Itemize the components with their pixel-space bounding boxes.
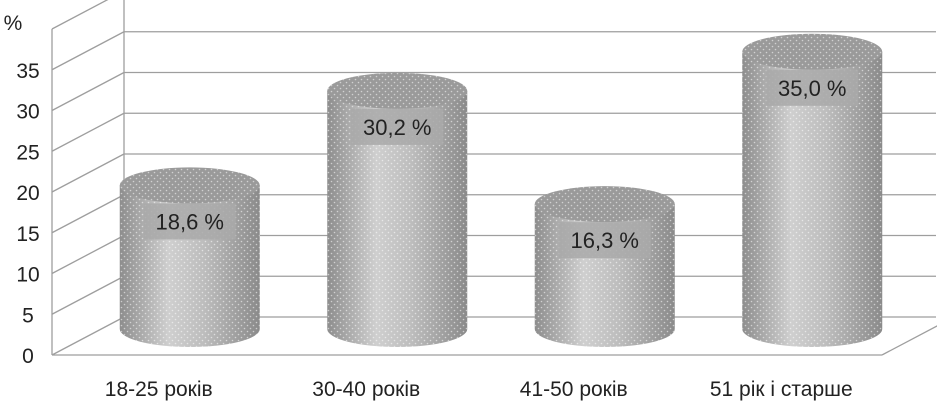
bar-top-texture bbox=[327, 72, 468, 109]
gridline-wall bbox=[51, 31, 125, 71]
y-tick-label: 30 bbox=[16, 101, 39, 124]
data-label: 35,0 % bbox=[778, 76, 847, 101]
data-label: 16,3 % bbox=[571, 228, 640, 253]
gridline-wall bbox=[51, 112, 125, 152]
y-tick-label: 15 bbox=[16, 223, 39, 246]
y-tick-label: 25 bbox=[16, 141, 39, 164]
gridline-wall bbox=[51, 194, 125, 234]
data-label-bg bbox=[558, 222, 651, 259]
y-tick-label: 35 bbox=[16, 60, 39, 83]
bar-body-texture bbox=[742, 51, 883, 347]
bar-2 bbox=[327, 72, 468, 348]
bar-3 bbox=[534, 186, 675, 347]
gridline-wall bbox=[51, 316, 125, 356]
bar-1 bbox=[119, 167, 260, 347]
y-tick-label: 5 bbox=[22, 304, 34, 327]
bar-top-texture bbox=[742, 33, 883, 70]
bar-top-texture bbox=[119, 167, 260, 204]
x-tick-label: 30-40 років bbox=[312, 378, 420, 401]
gridline-wall bbox=[51, 71, 125, 112]
bar-body-texture bbox=[327, 90, 468, 348]
floor-right-edge bbox=[881, 325, 937, 356]
bar-top-texture bbox=[534, 186, 675, 223]
gridline-wall bbox=[51, 234, 125, 275]
data-label-bg bbox=[766, 69, 859, 106]
data-label-bg bbox=[351, 108, 444, 145]
gridline-wall bbox=[51, 275, 125, 315]
bar-4 bbox=[742, 33, 883, 347]
x-tick-label: 41-50 років bbox=[520, 378, 628, 401]
y-tick-label: 10 bbox=[16, 264, 39, 287]
y-tick-label: 0 bbox=[22, 345, 34, 368]
y-tick-label: 20 bbox=[16, 182, 39, 205]
data-label-bg bbox=[143, 203, 236, 240]
x-tick-label: 18-25 років bbox=[105, 378, 213, 401]
y-axis-label: % bbox=[4, 12, 23, 35]
gridline-wall bbox=[51, 153, 125, 193]
gridline-wall bbox=[51, 0, 109, 30]
data-label: 18,6 % bbox=[156, 209, 225, 234]
data-label: 30,2 % bbox=[363, 115, 432, 140]
x-tick-label: 51 рік і старше bbox=[710, 378, 853, 401]
